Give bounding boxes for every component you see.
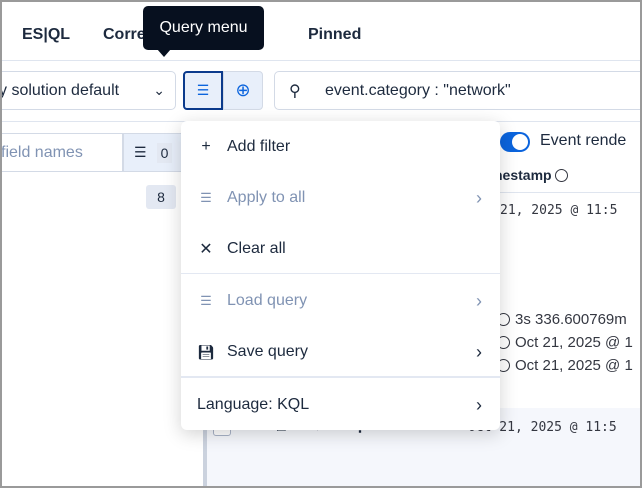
plus-icon: + [201, 138, 211, 155]
menu-item-clear-all[interactable]: ✕ Clear all [181, 229, 500, 269]
menu-item-load-query[interactable]: ☰ Load query › [181, 281, 500, 321]
filter-count: 0 [156, 142, 173, 163]
add-filter-button[interactable]: ⊕ [223, 71, 263, 110]
tab-pinned[interactable]: Pinned [308, 26, 362, 43]
data-view-label: y solution default [0, 81, 120, 99]
chevron-down-icon: ⌄ [153, 82, 165, 98]
menu-item-save-query[interactable]: 💾︎ Save query › [197, 341, 482, 362]
chevron-right-icon: › [476, 394, 482, 415]
query-text: event.category : "network" [325, 81, 511, 99]
detail-line: Oct 21, 2025 @ 1 [497, 357, 633, 374]
filter-icon: ☰ [134, 144, 147, 160]
detail-line: 3s 336.600769m [497, 311, 627, 328]
query-input[interactable]: ⚲ event.category : "network" [274, 71, 642, 110]
menu-item-apply-to-all[interactable]: ☰ Apply to all › [181, 178, 500, 218]
field-search-input[interactable]: field names [0, 133, 123, 172]
column-header-timestamp[interactable]: nestamp [494, 167, 573, 183]
filter-icon: ☰ [200, 293, 212, 308]
search-icon: ⚲ [289, 82, 301, 100]
tab-esql[interactable]: ES|QL [22, 26, 71, 43]
count-badge: 8 [146, 185, 176, 209]
filter-icon: ☰ [196, 82, 210, 98]
menu-item-add-filter[interactable]: + Add filter [181, 127, 500, 167]
menu-item-language[interactable]: Language: KQL › [197, 394, 482, 415]
toggle-label: Event rende [540, 132, 627, 149]
data-view-select[interactable]: y solution default ⌄ [0, 71, 176, 110]
save-icon: 💾︎ [197, 343, 215, 360]
event-renderer-toggle[interactable] [500, 132, 530, 152]
plus-circle-icon: ⊕ [235, 80, 251, 100]
query-menu: + Add filter ☰ Apply to all › ✕ Clear all ☰ L… [181, 121, 500, 430]
tooltip: Query menu [143, 6, 264, 50]
filter-icon: ☰ [200, 190, 212, 205]
tooltip-arrow [157, 49, 171, 57]
row-timestamp: 21, 2025 @ 11:5 [500, 203, 618, 218]
clock-icon [555, 169, 569, 182]
chevron-right-icon: › [476, 341, 482, 362]
close-icon: ✕ [199, 241, 213, 258]
row-timestamp: Oct 21, 2025 @ 11:5 [468, 420, 617, 435]
detail-line: Oct 21, 2025 @ 1 [497, 334, 633, 351]
query-menu-button[interactable]: ☰ [183, 71, 223, 110]
chevron-right-icon: › [476, 187, 482, 208]
chevron-right-icon: › [476, 290, 482, 311]
